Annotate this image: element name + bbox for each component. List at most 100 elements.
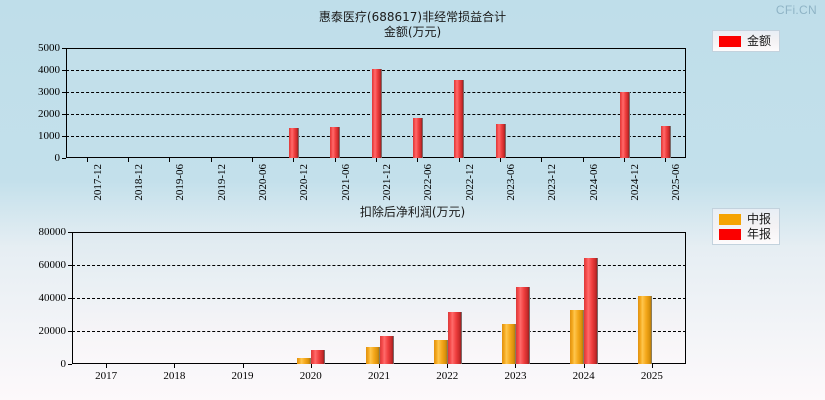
y-axis-tick-mark — [62, 92, 66, 93]
y-axis-tick-label: 4000 — [38, 64, 60, 76]
bar-中报-2025 — [638, 296, 652, 364]
bar-年报-2024 — [584, 257, 598, 364]
bar-中报-2020 — [297, 358, 311, 364]
x-axis-tick-label: 2023 — [504, 370, 527, 382]
x-axis-tick-label: 2025 — [640, 370, 663, 382]
bar-年报-2023 — [515, 286, 529, 364]
top-chart-title: 惠泰医疗(688617)非经常损益合计 — [318, 10, 507, 24]
gridline — [66, 48, 686, 49]
bar-年报-2020 — [311, 350, 325, 364]
x-axis-tick-mark — [624, 158, 625, 162]
y-axis-tick-mark — [68, 298, 72, 299]
x-axis-tick-mark — [651, 364, 653, 368]
x-axis-tick-label: 2025-06 — [670, 164, 683, 201]
y-axis-tick-mark — [68, 331, 72, 332]
y-axis-tick-label: 3000 — [38, 86, 60, 98]
bar-金额-2022-12 — [454, 79, 464, 158]
bottom-chart-plot-area: 0 20000 40000 60000 80000 2017 2018 2019 2020 202… — [39, 226, 686, 382]
x-axis-tick-label: 2021-06 — [339, 164, 352, 201]
x-axis-tick-label: 2020-12 — [298, 164, 311, 201]
top-chart-subtitle: 金额(万元) — [383, 25, 442, 39]
y-axis-tick-label: 0 — [54, 152, 61, 164]
x-axis-tick-mark — [582, 158, 584, 162]
top-chart-legend: 金额 — [712, 30, 781, 52]
gridline — [72, 232, 686, 233]
x-axis-tick-label: 2017 — [95, 370, 118, 382]
bar-年报-2022 — [447, 311, 461, 364]
x-axis-tick-label: 2019-12 — [215, 164, 228, 201]
y-axis-tick-mark — [62, 114, 66, 115]
x-axis-tick-label: 2024-12 — [629, 164, 641, 201]
bar-中报-2022 — [433, 339, 447, 364]
x-axis-tick-mark — [458, 158, 460, 162]
bar-金额-2025-06 — [660, 126, 670, 158]
x-axis-tick-label: 2023-12 — [546, 164, 559, 201]
x-axis-tick-label: 2022 — [436, 370, 459, 382]
x-axis-tick-mark — [515, 364, 517, 368]
x-axis-tick-label: 2021 — [368, 370, 390, 382]
y-axis-tick-label: 80000 — [38, 226, 67, 238]
x-axis-tick-mark — [541, 158, 543, 162]
x-axis-tick-label: 2024 — [572, 370, 595, 382]
y-axis-tick-mark — [68, 364, 72, 365]
bottom-chart-legend: 中报年报 — [712, 208, 781, 245]
y-axis-tick-label: 60000 — [38, 259, 67, 271]
x-axis-tick-mark — [174, 364, 176, 368]
bar-金额-2020-12 — [288, 128, 298, 158]
y-axis-tick-label: 2000 — [38, 108, 60, 120]
legend-item-中报[interactable]: 中报 — [719, 213, 771, 225]
x-axis-tick-mark — [583, 364, 585, 368]
x-axis-tick-label: 2018-12 — [133, 164, 145, 201]
x-axis-tick-label: 2020 — [299, 370, 322, 382]
bar-金额-2021-06 — [330, 126, 340, 158]
bar-金额-2023-06 — [495, 124, 505, 158]
bar-中报-2024 — [570, 309, 584, 364]
y-axis-tick-label: 40000 — [38, 292, 67, 304]
y-axis-tick-label: 5000 — [38, 42, 60, 54]
x-axis-tick-mark — [128, 158, 129, 162]
legend-item-label: 年报 — [747, 227, 772, 241]
legend-item-金额[interactable]: 金额 — [719, 35, 771, 47]
x-axis-tick-mark — [252, 158, 253, 162]
legend-item-label: 金额 — [747, 34, 772, 48]
x-axis-tick-mark — [242, 364, 244, 368]
x-axis-tick-label: 2017-12 — [91, 164, 104, 201]
x-axis-tick-label: 2019-06 — [174, 164, 187, 201]
top-chart-plot-area: 0 1000 2000 3000 4000 5000 2017-12 2018-12 2019-… — [38, 42, 686, 201]
y-axis-tick-label: 1000 — [38, 130, 60, 142]
legend-swatch-icon — [719, 228, 741, 240]
x-axis-tick-mark — [417, 158, 419, 162]
bar-金额-2021-12 — [371, 68, 381, 158]
x-axis-tick-mark — [310, 364, 312, 368]
x-axis-tick-mark — [106, 364, 108, 368]
x-axis-tick-mark — [500, 158, 501, 162]
y-axis-tick-mark — [62, 136, 66, 137]
bar-中报-2023 — [501, 323, 515, 364]
legend-swatch-icon — [719, 213, 741, 225]
y-axis-tick-mark — [68, 265, 72, 266]
x-axis-tick-mark — [376, 158, 377, 162]
x-axis-tick-label: 2018 — [163, 370, 186, 382]
x-axis-tick-label: 2021-12 — [381, 164, 393, 201]
y-axis-tick-mark — [62, 158, 66, 159]
legend-swatch-icon — [719, 35, 741, 47]
x-axis-tick-mark — [379, 364, 380, 368]
x-axis-tick-mark — [210, 158, 212, 162]
bottom-chart-title: 扣除后净利润(万元) — [359, 205, 466, 219]
x-axis-tick-mark — [665, 158, 667, 162]
gridline — [72, 265, 686, 266]
y-axis-tick-label: 0 — [60, 358, 67, 370]
bar-金额-2024-12 — [619, 92, 629, 158]
y-axis-tick-mark — [62, 48, 66, 49]
legend-item-年报[interactable]: 年报 — [719, 228, 771, 240]
x-axis-tick-mark — [293, 158, 295, 162]
x-axis-tick-label: 2022-12 — [463, 164, 476, 201]
bar-中报-2021 — [365, 347, 379, 364]
x-axis-tick-label: 2022-06 — [422, 164, 435, 201]
y-axis-tick-mark — [62, 70, 66, 71]
y-axis-tick-mark — [68, 232, 72, 233]
x-axis-tick-label: 2024-06 — [587, 164, 600, 201]
bar-年报-2021 — [379, 336, 393, 364]
x-axis-tick-mark — [86, 158, 88, 162]
